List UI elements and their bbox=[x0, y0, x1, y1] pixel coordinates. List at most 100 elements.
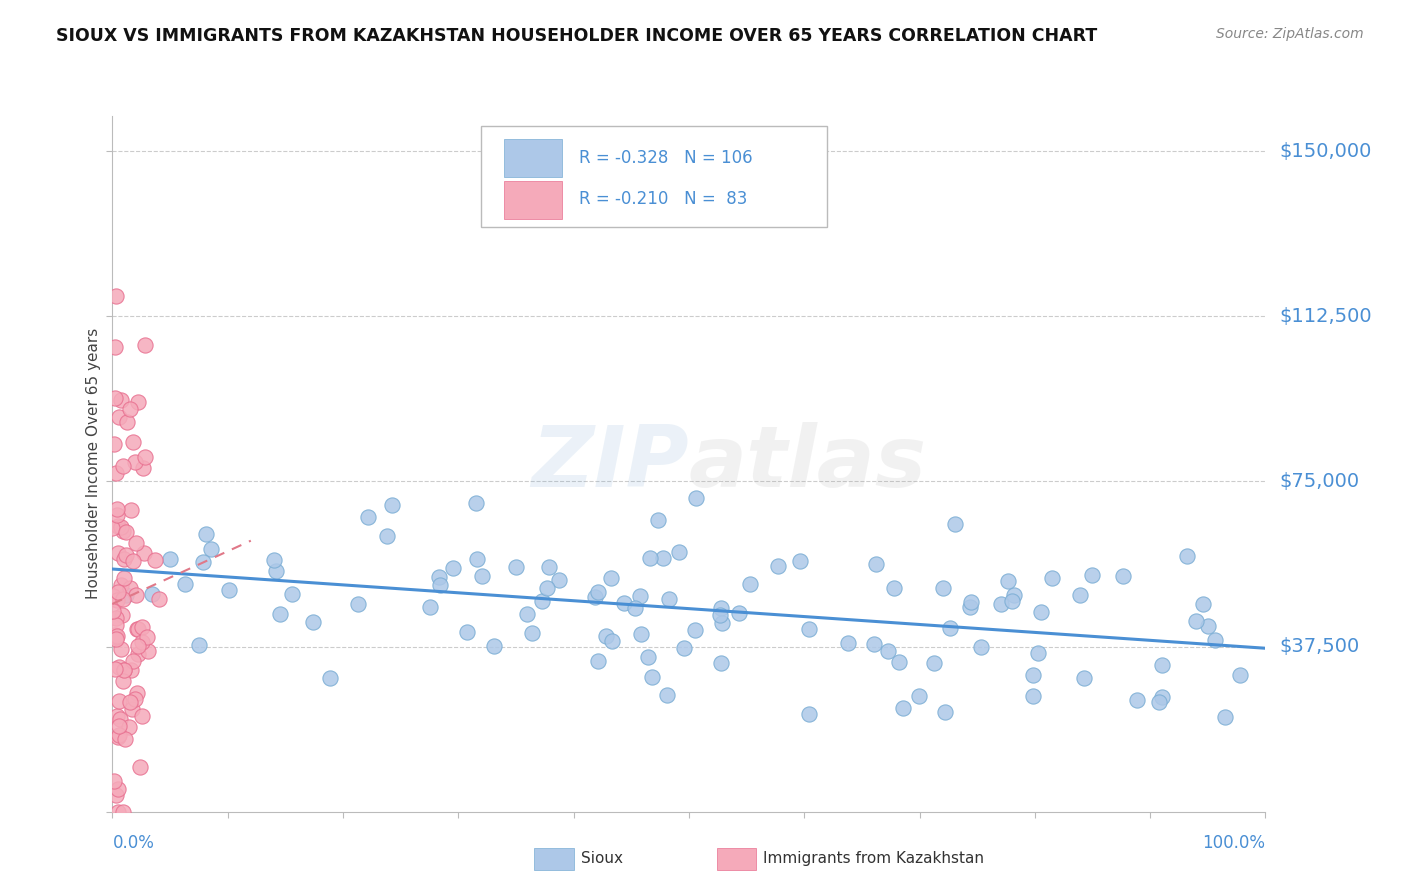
Point bbox=[143, 553, 166, 567]
Point bbox=[105, 629, 128, 643]
Point bbox=[104, 466, 127, 480]
Point bbox=[141, 587, 163, 601]
Point bbox=[1069, 588, 1091, 602]
Point bbox=[893, 700, 915, 714]
Point bbox=[127, 623, 149, 637]
Point bbox=[465, 552, 488, 566]
Point bbox=[997, 574, 1019, 589]
Point bbox=[655, 689, 678, 703]
Point bbox=[127, 640, 149, 654]
Point bbox=[673, 640, 696, 655]
Point bbox=[110, 578, 132, 592]
Point bbox=[127, 394, 149, 409]
Point bbox=[115, 549, 138, 563]
Point bbox=[1215, 710, 1237, 724]
Point bbox=[630, 626, 652, 640]
Point bbox=[538, 560, 561, 574]
Point bbox=[939, 621, 962, 635]
Point bbox=[105, 709, 128, 723]
Point bbox=[922, 656, 945, 670]
Point bbox=[264, 564, 287, 578]
Point bbox=[429, 578, 451, 592]
Point bbox=[1112, 569, 1135, 583]
Point bbox=[107, 719, 129, 733]
Point bbox=[889, 656, 911, 670]
Point bbox=[931, 581, 953, 595]
Point bbox=[1204, 633, 1226, 648]
Point bbox=[124, 691, 146, 706]
Text: Immigrants from Kazakhstan: Immigrants from Kazakhstan bbox=[763, 852, 984, 866]
Point bbox=[600, 634, 623, 648]
Point bbox=[131, 620, 153, 634]
Point bbox=[837, 636, 859, 650]
Point bbox=[105, 593, 128, 607]
Point bbox=[465, 496, 488, 510]
Point bbox=[111, 591, 134, 606]
Point bbox=[122, 654, 145, 668]
Point bbox=[188, 638, 211, 652]
Point bbox=[647, 513, 669, 527]
Point bbox=[195, 526, 218, 541]
Y-axis label: Householder Income Over 65 years: Householder Income Over 65 years bbox=[86, 328, 101, 599]
Point bbox=[934, 706, 956, 720]
Point bbox=[990, 597, 1012, 611]
Point bbox=[1147, 695, 1170, 709]
Point bbox=[456, 624, 478, 639]
Point bbox=[738, 576, 761, 591]
Text: atlas: atlas bbox=[689, 422, 927, 506]
Point bbox=[107, 585, 129, 599]
Point bbox=[484, 639, 506, 653]
Point bbox=[114, 588, 136, 602]
Point bbox=[105, 288, 128, 302]
Point bbox=[111, 805, 134, 819]
Point bbox=[799, 622, 821, 636]
Text: 0.0%: 0.0% bbox=[112, 834, 155, 852]
Point bbox=[114, 732, 136, 747]
Point bbox=[683, 623, 706, 637]
Text: Sioux: Sioux bbox=[581, 852, 623, 866]
Point bbox=[103, 773, 125, 788]
Point bbox=[530, 594, 553, 608]
Point bbox=[427, 570, 450, 584]
Point bbox=[107, 781, 129, 796]
Point bbox=[907, 690, 929, 704]
FancyBboxPatch shape bbox=[481, 127, 827, 227]
Point bbox=[173, 576, 195, 591]
Point bbox=[375, 529, 398, 543]
Point bbox=[710, 657, 733, 671]
Point bbox=[865, 557, 887, 571]
Point bbox=[1175, 549, 1198, 563]
Point bbox=[105, 611, 128, 625]
Point bbox=[112, 571, 135, 585]
Point bbox=[110, 392, 132, 407]
Point bbox=[1040, 571, 1063, 585]
Point bbox=[131, 635, 153, 649]
Point bbox=[118, 582, 141, 596]
Point bbox=[103, 437, 125, 451]
Point bbox=[159, 551, 181, 566]
Text: R = -0.328   N = 106: R = -0.328 N = 106 bbox=[579, 149, 754, 167]
Point bbox=[104, 631, 127, 645]
Point bbox=[1126, 693, 1149, 707]
Point bbox=[263, 553, 285, 567]
Point bbox=[586, 584, 609, 599]
Point bbox=[302, 615, 325, 629]
Point bbox=[1031, 605, 1053, 619]
Point bbox=[122, 554, 145, 568]
Point bbox=[108, 728, 131, 742]
Point bbox=[658, 592, 681, 607]
Point bbox=[136, 644, 159, 658]
Point bbox=[1185, 614, 1208, 628]
Point bbox=[536, 581, 558, 595]
Point bbox=[127, 648, 149, 662]
Point bbox=[118, 402, 141, 417]
Point bbox=[110, 642, 132, 657]
Point bbox=[101, 521, 124, 535]
Text: $150,000: $150,000 bbox=[1279, 142, 1372, 161]
Point bbox=[120, 503, 142, 517]
Point bbox=[104, 628, 127, 642]
Point bbox=[132, 546, 155, 560]
Point bbox=[111, 608, 134, 623]
Point bbox=[1229, 668, 1251, 682]
Point bbox=[652, 550, 675, 565]
